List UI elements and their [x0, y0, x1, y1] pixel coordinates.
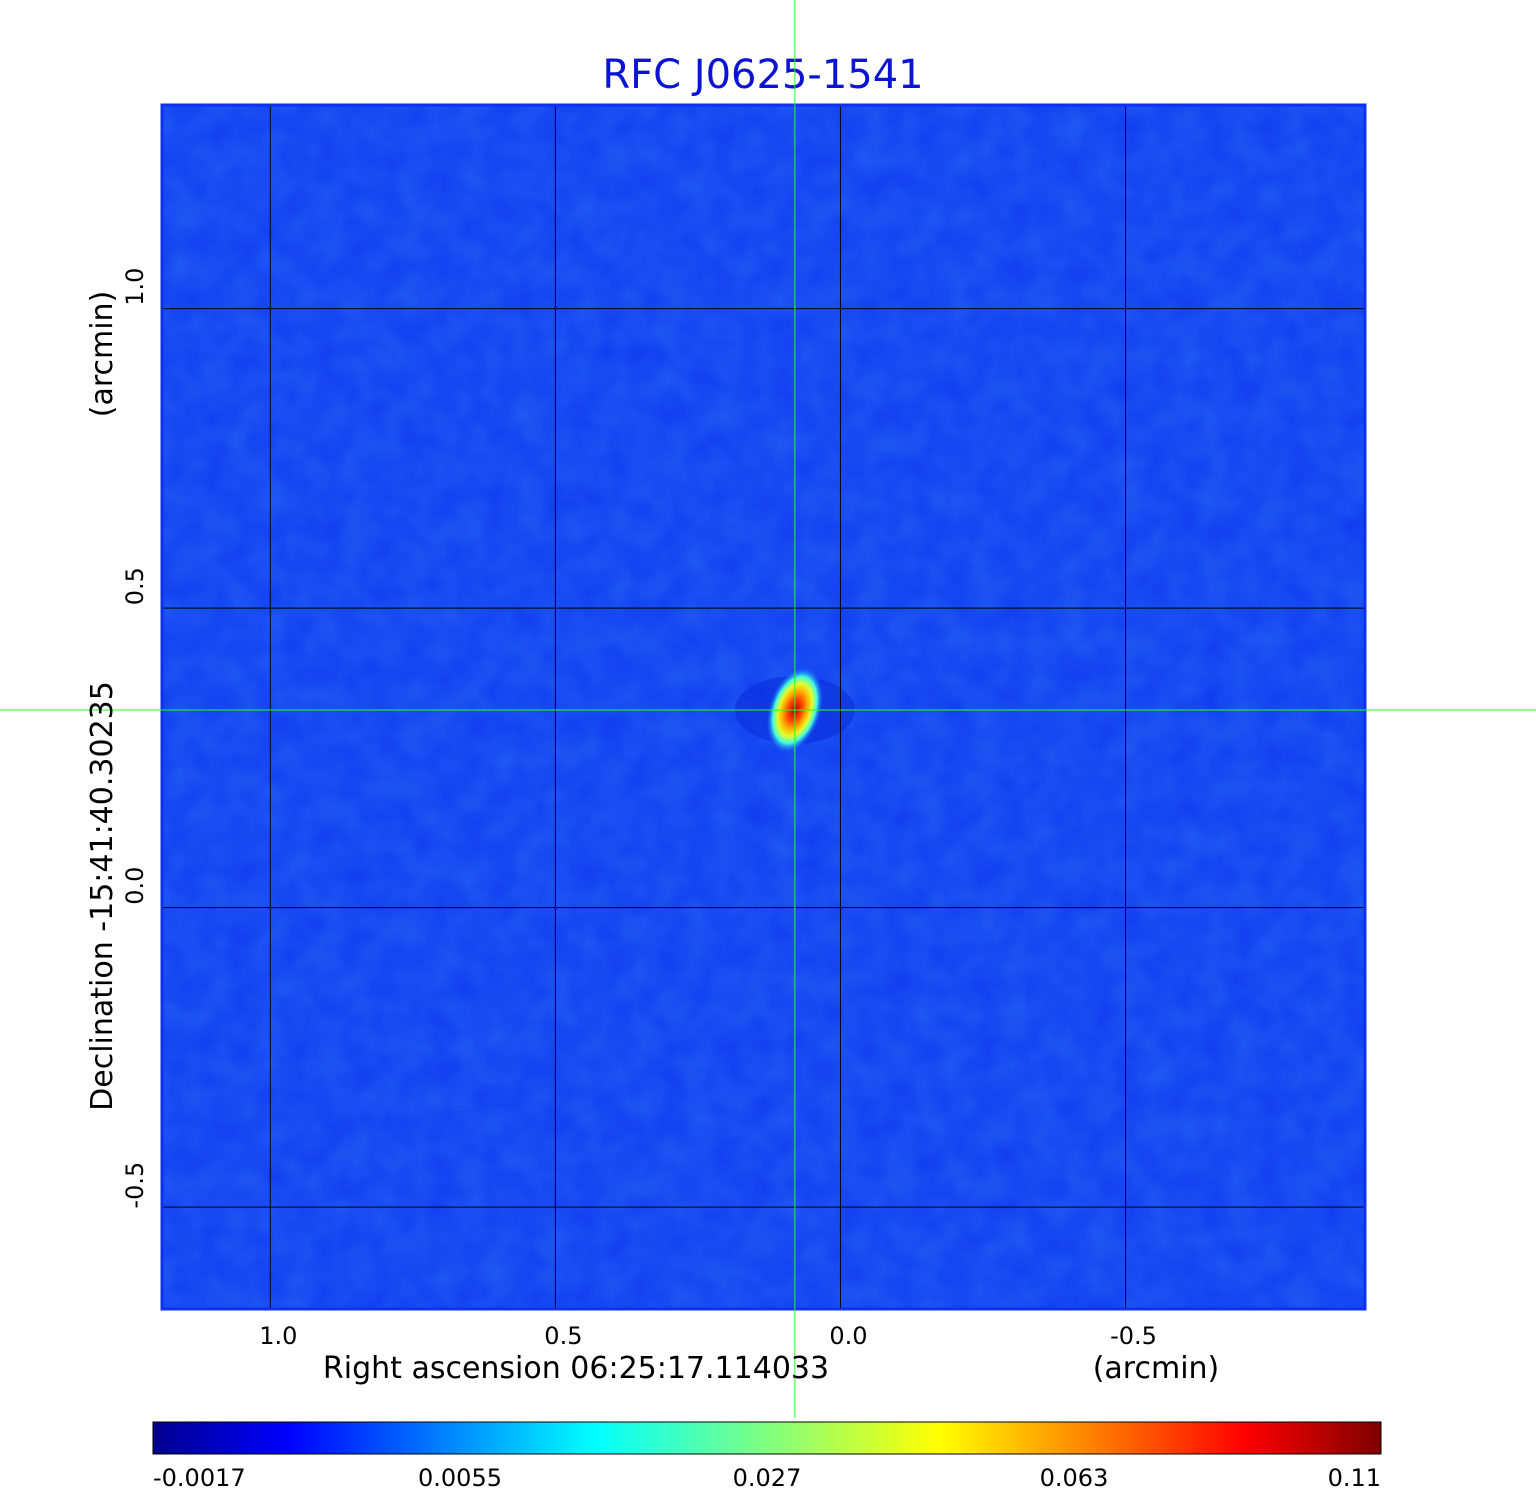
y-axis-label: Declination -15:41:40.30235 [85, 681, 120, 1111]
colorbar-tick-label: 0.027 [733, 1464, 802, 1492]
plot-frame [160, 103, 1367, 1311]
x-tick-label: -0.5 [1110, 1322, 1157, 1350]
y-tick-label: -0.5 [121, 1162, 149, 1209]
x-tick-label: 0.0 [829, 1322, 867, 1350]
y-tick-label: 0.0 [121, 867, 149, 905]
colorbar-tick-label: 0.0055 [418, 1464, 502, 1492]
plot-area [162, 105, 1365, 1309]
x-tick-label: 0.5 [544, 1322, 582, 1350]
x-axis-unit: (arcmin) [1093, 1351, 1220, 1386]
grid-layer [162, 105, 1365, 1309]
colorbar-tick-label: 0.11 [1328, 1464, 1381, 1492]
colorbar [152, 1421, 1382, 1455]
crosshair [0, 0, 1536, 1418]
colorbar-tick-labels: -0.0017 0.0055 0.027 0.063 0.11 [153, 1464, 1381, 1492]
colorbar-tick-label: 0.063 [1040, 1464, 1109, 1492]
x-tick-label: 1.0 [259, 1322, 297, 1350]
colorbar-tick-label: -0.0017 [153, 1464, 246, 1492]
x-axis-label: Right ascension 06:25:17.114033 [323, 1351, 829, 1386]
y-tick-label: 1.0 [121, 268, 149, 306]
chart-title: RFC J0625-1541 [602, 52, 923, 98]
y-axis-unit: (arcmin) [85, 291, 120, 418]
x-tick-labels: 1.0 0.5 0.0 -0.5 [259, 1322, 1157, 1350]
y-tick-labels: 1.0 0.5 0.0 -0.5 [121, 268, 149, 1209]
y-tick-label: 0.5 [121, 567, 149, 605]
